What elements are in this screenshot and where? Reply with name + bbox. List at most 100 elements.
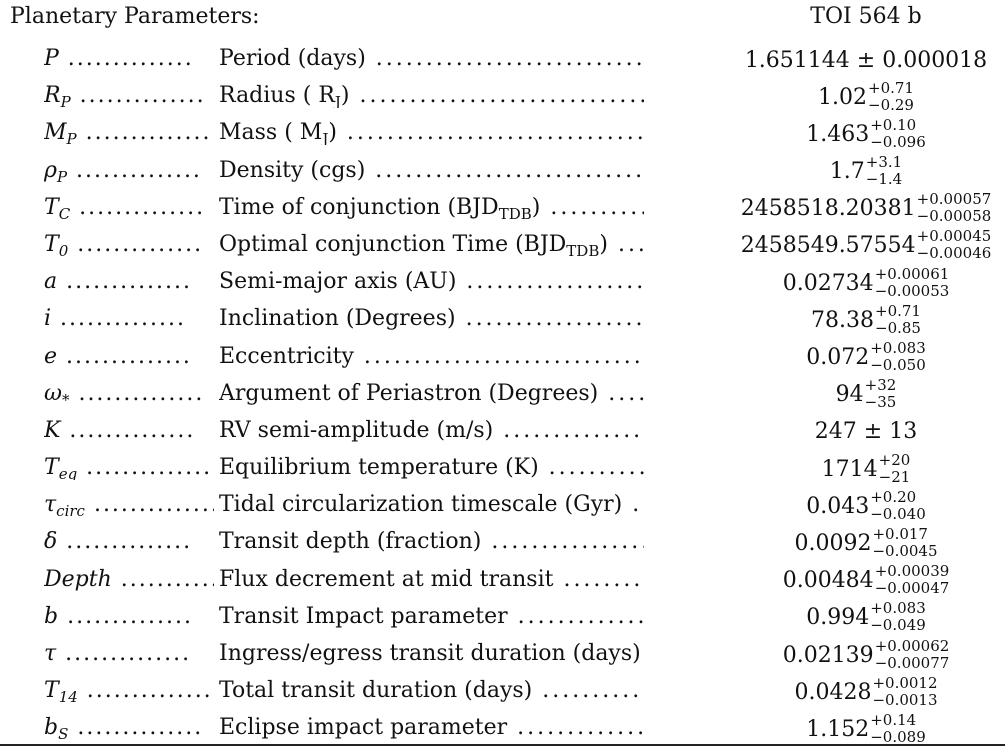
param-value: 0.072 +0.083 −0.050 [806,340,926,377]
description-subscript: TDB [566,241,600,257]
symbol-main: T [44,678,59,704]
table-row: e .............. Eccentricity ...........… [0,340,1005,377]
param-description: Equilibrium temperature (K) ............… [219,455,644,480]
symbol-subscript: circ [56,502,85,518]
upper-error: +0.017 [872,524,928,543]
leader-dots: .............. [70,194,206,220]
param-description: Eccentricity ...........................… [219,344,644,369]
param-value: 2458518.20381 +0.00057 −0.00058 [741,191,992,228]
param-value: 2458549.57554 +0.00045 −0.00046 [741,228,992,265]
central-value: 0.00484 [782,568,874,594]
central-value: 1.463 [806,121,870,147]
asymmetric-errors: +20 −21 [879,452,911,484]
central-value: 1.152 [806,716,870,742]
leader-dots: .............. [77,678,213,704]
param-description: Optimal conjunction Time (BJDTDB) ......… [219,232,644,257]
param-description: Tidal circularization timescale (Gyr) ..… [219,492,644,517]
description-text: Radius ( R [219,83,335,109]
table-row: TC .............. Time of conjunction (BJ… [0,191,1005,228]
table-row: τcirc .............. Tidal circularizatio… [0,488,1005,525]
table-row: i .............. Inclination (Degrees) ..… [0,302,1005,339]
leader-dots: .............. [57,343,192,369]
param-symbol: Depth .............. [44,567,214,592]
param-description: Density (cgs) ..........................… [219,158,644,183]
leader-dots: ........................................… [465,306,644,332]
param-symbol: e .............. [44,344,214,369]
param-description: Mass ( MJ) .............................… [219,120,644,145]
symbol-subscript: eq [58,465,78,481]
leader-dots: ........................................… [632,492,644,518]
description-text: Eclipse impact parameter [219,715,508,741]
description-tail: ) [599,231,608,257]
param-value: 94 +32 −35 [836,377,897,414]
leader-dots: .............. [77,455,213,481]
upper-error: +0.00061 [874,264,950,283]
param-value: 1.152 +0.14 −0.089 [806,711,926,748]
central-value: 1714 [821,456,878,482]
leader-dots: ........................................… [542,678,644,704]
param-symbol: τ .............. [44,641,214,666]
lower-error: −0.089 [870,727,926,746]
param-symbol: Teq .............. [44,455,214,480]
leader-dots: ........................................… [641,641,644,666]
param-symbol: ρP .............. [44,158,214,183]
leader-dots: ........................................… [608,380,644,406]
description-text: Inclination (Degrees) [219,306,456,332]
symbol-main: δ [44,529,58,555]
param-symbol: K .............. [44,418,214,443]
central-value: 94 [835,382,864,408]
central-value: 0.994 [806,605,870,631]
central-value: 1.651144 ± 0.000018 [744,47,988,73]
asymmetric-errors: +0.0012 −0.0013 [872,675,937,707]
param-value: 0.043 +0.20 −0.040 [806,488,926,525]
table-row: τ .............. Ingress/egress transit d… [0,637,1005,674]
central-value: 0.043 [806,493,870,519]
param-symbol: i .............. [44,306,214,331]
asymmetric-errors: +0.017 −0.0045 [872,524,937,558]
description-text: Equilibrium temperature (K) [219,455,539,481]
symbol-subscript: P [60,93,71,109]
param-description: Flux decrement at mid transit ..........… [219,567,644,592]
description-text: Transit depth (fraction) [219,529,482,555]
asymmetric-errors: +3.1 −1.4 [865,153,903,187]
description-text: Eccentricity [219,343,354,369]
table-row: ρP .............. Density (cgs) .........… [0,154,1005,191]
central-value: 0.02139 [782,642,874,668]
central-value: 0.072 [806,345,870,370]
table-row: a .............. Semi-major axis (AU) ...… [0,265,1005,302]
table-row: RP .............. Radius ( RJ) ..........… [0,79,1005,116]
leader-dots: .............. [68,715,204,741]
asymmetric-errors: +0.20 −0.040 [870,489,926,521]
central-value: 247 ± 13 [814,419,918,445]
leader-dots: .............. [68,231,204,257]
description-text: Argument of Periastron (Degrees) [219,380,599,406]
upper-error: +32 [864,376,897,395]
asymmetric-errors: +0.00039 −0.00047 [874,562,950,596]
leader-dots: .............. [76,120,212,146]
upper-error: +3.1 [865,153,903,172]
description-subscript: TDB [498,204,532,220]
leader-dots: .............. [70,83,206,109]
central-value: 2458549.57554 [740,233,916,259]
asymmetric-errors: +0.083 −0.050 [870,341,926,373]
description-text: Total transit duration (days) [219,678,533,704]
description-text: Ingress/egress transit duration (days) [219,641,641,666]
param-value: 1.463 +0.10 −0.096 [806,116,926,153]
param-symbol: bS .............. [44,715,214,740]
description-text: Tidal circularization timescale (Gyr) [219,492,623,518]
param-value: 0.02734 +0.00061 −0.00053 [783,265,950,302]
param-description: Argument of Periastron (Degrees) .......… [219,381,644,406]
leader-dots: ........................................… [548,455,644,481]
upper-error: +0.00039 [874,562,950,581]
upper-error: +0.71 [875,301,921,320]
param-description: Transit depth (fraction) ...............… [219,529,644,554]
symbol-main: τ [44,492,57,518]
symbol-main: T [44,194,59,220]
symbol-main: ω [44,380,62,406]
param-symbol: TC .............. [44,195,214,220]
leader-dots: ........................................… [517,715,644,741]
param-description: Transit Impact parameter ...............… [219,604,644,629]
param-value: 247 ± 13 [815,414,917,451]
leader-dots: ........................................… [359,83,645,109]
table-row: P .............. Period (days) ..........… [0,42,1005,79]
